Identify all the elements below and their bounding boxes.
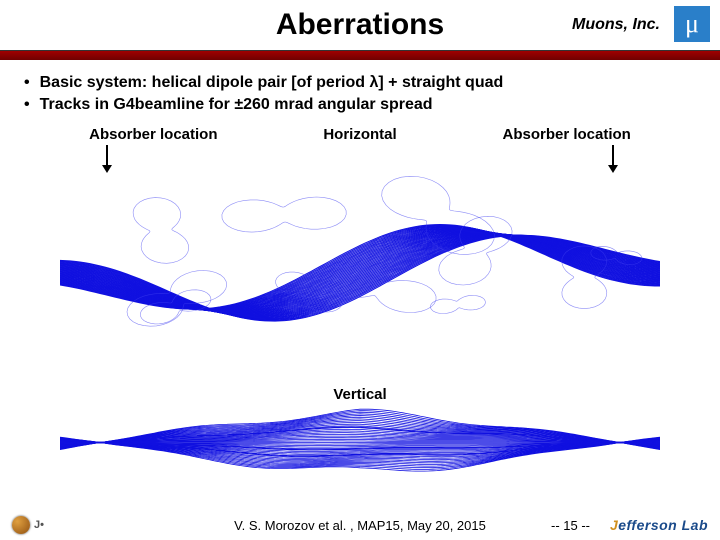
jlab-logo: Jefferson Lab (610, 517, 708, 533)
jlab-text: efferson Lab (618, 517, 708, 533)
vertical-label: Vertical (20, 386, 700, 403)
horizontal-plot (60, 173, 660, 378)
fermi-text: J• (34, 519, 44, 531)
header: Aberrations Muons, Inc. μ (0, 0, 720, 50)
arrow-down-icon (606, 145, 620, 173)
footer-citation: V. S. Morozov et al. , MAP15, May 20, 20… (234, 518, 486, 533)
bullet-item: Basic system: helical dipole pair [of pe… (20, 74, 700, 92)
horizontal-label: Horizontal (257, 126, 464, 143)
absorber-left-label: Absorber location (50, 126, 257, 143)
page-number: -- 15 -- (551, 518, 590, 533)
logo-left: J• (12, 516, 44, 534)
arrows-row (50, 145, 670, 173)
bullet-item: Tracks in G4beamline for ±260 mrad angul… (20, 96, 700, 114)
bullet-text: Basic system: helical dipole pair [of pe… (40, 74, 504, 92)
bullet-text: Tracks in G4beamline for ±260 mrad angul… (40, 96, 433, 114)
red-divider (0, 50, 720, 60)
brand-text: Muons, Inc. (572, 16, 660, 34)
vertical-plot (60, 405, 660, 485)
mu-icon: μ (674, 6, 710, 42)
footer: J• V. S. Morozov et al. , MAP15, May 20,… (0, 516, 720, 534)
page-title: Aberrations (276, 8, 444, 42)
globe-icon (12, 516, 30, 534)
arrow-down-icon (100, 145, 114, 173)
labels-row: Absorber location Horizontal Absorber lo… (50, 126, 670, 143)
absorber-right-label: Absorber location (463, 126, 670, 143)
content: Basic system: helical dipole pair [of pe… (0, 60, 720, 485)
